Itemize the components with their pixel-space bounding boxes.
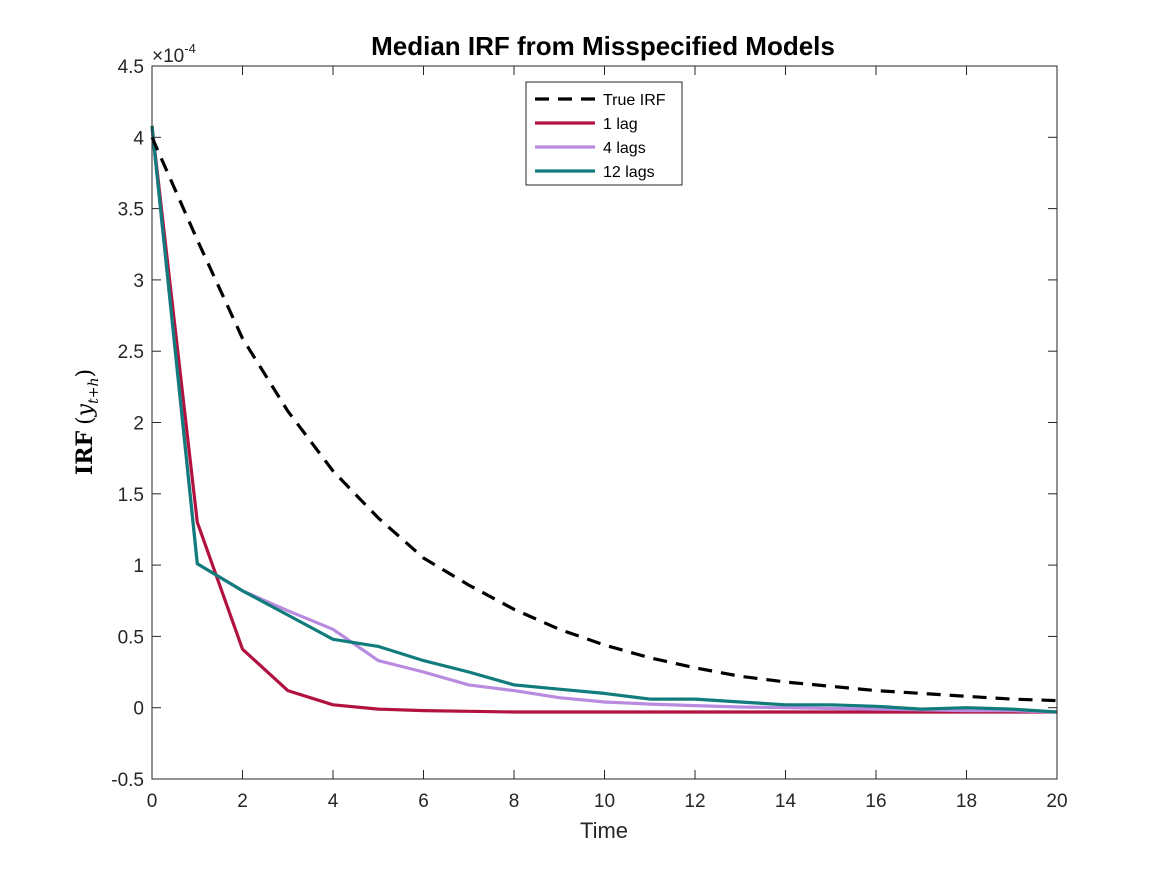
x-tick-label: 14 (775, 791, 797, 812)
x-tick-label: 4 (328, 791, 339, 812)
x-tick-label: 0 (147, 791, 158, 812)
legend-label: 1 lag (603, 116, 638, 133)
svg-text:×10-4: ×10-4 (152, 41, 196, 67)
plot-lines (150, 125, 1058, 714)
legend-label: True IRF (603, 92, 666, 109)
x-tick-label: 2 (237, 791, 248, 812)
chart-title: Median IRF from Misspecified Models (371, 31, 835, 61)
y-tick-label: 2 (133, 414, 144, 435)
series-line-1-lag (150, 125, 1057, 714)
legend-box (525, 81, 683, 186)
axis-ticks: 0 2 4 6 8 10 12 14 16 18 20-0.500.511.522.533.544.… (111, 57, 1067, 812)
y-axis-label-open: ( (73, 416, 98, 425)
x-axis-label: Time (580, 818, 628, 843)
series-line-12-lags (150, 125, 1058, 714)
svg-text:IRF(yt+h): IRF (yt+h) (72, 369, 102, 475)
y-tick-label: 4 (133, 128, 144, 149)
plot-area-frame (151, 65, 1058, 780)
y-tick-label: 0.5 (118, 627, 144, 648)
exponent-base: ×10 (152, 46, 184, 67)
y-tick-label: -0.5 (111, 770, 144, 791)
y-tick-label: 1 (133, 556, 144, 577)
x-tick-label: 10 (594, 791, 615, 812)
y-tick-label: 0 (133, 699, 144, 720)
y-scale-exponent: ×10-4 (152, 41, 196, 67)
y-axis-label-main: IRF (72, 431, 98, 476)
y-tick-label: 3.5 (118, 200, 144, 221)
x-tick-label: 12 (684, 791, 705, 812)
legend-label: 4 lags (603, 140, 646, 157)
y-axis-label-sub: t+h (86, 377, 102, 403)
legend: True IRF 1 lag 4 lags 12 lags (525, 81, 683, 186)
x-tick-label: 20 (1046, 791, 1067, 812)
y-tick-label: 2.5 (118, 342, 144, 363)
y-tick-label: 1.5 (118, 485, 144, 506)
legend-label: 12 lags (603, 164, 655, 181)
y-tick-label: 3 (133, 271, 144, 292)
x-tick-label: 18 (956, 791, 977, 812)
y-axis-label-close: ) (73, 369, 98, 378)
x-tick-label: 6 (418, 791, 429, 812)
series-line-4-lags (150, 127, 1058, 714)
series-line-true-irf (150, 136, 1058, 703)
x-tick-label: 8 (509, 791, 520, 812)
exponent-power: -4 (184, 41, 196, 56)
y-axis-label: IRF (yt+h) (72, 369, 102, 475)
y-tick-label: 4.5 (118, 57, 144, 78)
y-axis-label-var: y (73, 403, 98, 417)
x-tick-label: 16 (865, 791, 886, 812)
